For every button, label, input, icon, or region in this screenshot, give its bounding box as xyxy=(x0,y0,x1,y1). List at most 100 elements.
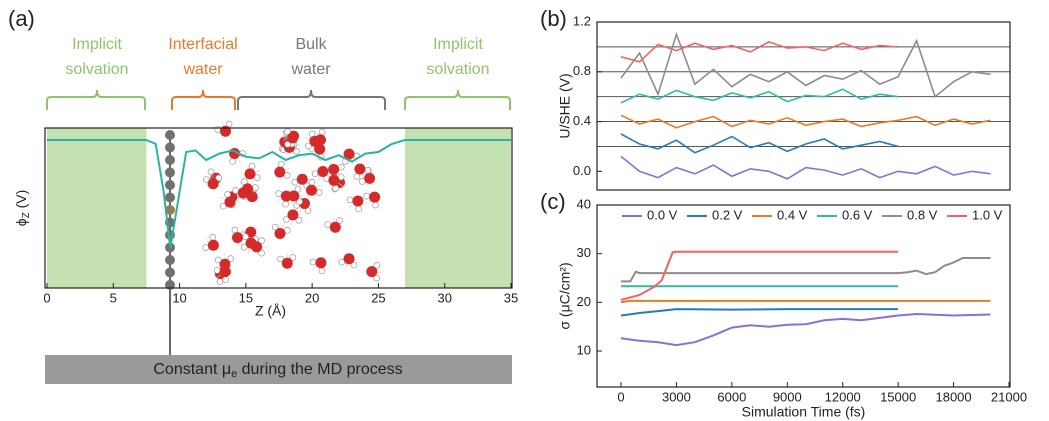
legend-label: 0.6 V xyxy=(842,207,873,222)
oxygen xyxy=(207,178,219,190)
oxygen xyxy=(280,190,292,202)
x-tick-label: 6000 xyxy=(717,389,746,404)
y-tick-label: 40 xyxy=(577,196,591,211)
shaded-region xyxy=(47,128,147,288)
plot-frame xyxy=(44,127,513,289)
hydrogen xyxy=(214,126,222,133)
carbon-atom xyxy=(165,180,175,190)
shaded-region xyxy=(404,128,511,288)
oxygen xyxy=(296,173,308,185)
y-tick-label: 0.0 xyxy=(573,163,591,178)
data-line xyxy=(620,308,899,317)
data-line xyxy=(620,250,899,301)
hydrogen xyxy=(232,187,239,194)
hydrogen xyxy=(363,192,371,200)
x-tick-label: 12000 xyxy=(825,389,861,404)
data-line xyxy=(620,114,991,129)
hydrogen xyxy=(372,201,379,209)
hydrogen xyxy=(305,142,312,150)
hydrogen xyxy=(336,217,343,224)
x-tick-label: 3000 xyxy=(662,389,691,404)
bottom-note: Constant μe during the MD process xyxy=(153,361,402,380)
oxygen xyxy=(315,257,327,269)
legend-label: 0.0 V xyxy=(647,207,678,222)
note-rest: during the MD process xyxy=(237,361,402,378)
y-tick-label: 20 xyxy=(577,294,591,309)
y-tick-label: 0.4 xyxy=(573,113,591,128)
x-tick-label: 35 xyxy=(504,290,518,305)
y-tick-label: 30 xyxy=(577,245,591,260)
carbon-atom xyxy=(165,205,175,215)
data-line xyxy=(47,139,511,249)
oxygen xyxy=(251,241,263,253)
annotation: Bulk xyxy=(295,36,327,53)
x-tick-label: 18000 xyxy=(935,389,971,404)
hydrogen xyxy=(277,160,285,168)
x-axis-label: Simulation Time (fs) xyxy=(742,404,866,420)
x-tick-label: 0 xyxy=(43,290,50,305)
hydrogen xyxy=(214,256,222,264)
data-line xyxy=(620,312,991,347)
x-tick-label: 9000 xyxy=(773,389,802,404)
x-tick-label: 15000 xyxy=(880,389,916,404)
hydrogen xyxy=(350,261,358,269)
bracket xyxy=(171,89,236,110)
hydrogen xyxy=(258,249,265,257)
hydrogen xyxy=(271,223,279,231)
oxygen xyxy=(287,209,299,221)
hydrogen xyxy=(373,262,381,269)
oxygen xyxy=(317,166,329,178)
annotation: Implicit xyxy=(433,36,483,53)
hydrogen xyxy=(216,278,224,285)
x-tick-label: 10 xyxy=(172,290,186,305)
oxygen xyxy=(328,163,340,175)
hydrogen xyxy=(294,185,302,193)
hydrogen xyxy=(219,202,227,210)
hydrogen xyxy=(227,255,234,262)
oxygen xyxy=(274,228,286,240)
hydrogen xyxy=(275,190,283,197)
oxygen xyxy=(305,184,317,196)
hydrogen xyxy=(284,128,291,136)
hydrogen xyxy=(332,184,339,192)
hydrogen xyxy=(318,267,326,275)
md-bar xyxy=(45,355,512,384)
x-tick-label: 25 xyxy=(371,290,385,305)
oxygen xyxy=(366,266,378,278)
y-label-subscript: Z xyxy=(21,212,32,218)
x-tick-label: 0 xyxy=(617,389,624,404)
annotation: water xyxy=(182,61,223,78)
panel-label: (a) xyxy=(8,6,35,31)
oxygen xyxy=(352,195,364,207)
hydrogen xyxy=(295,216,303,224)
carbon-atom xyxy=(165,255,175,265)
oxygen xyxy=(207,239,219,251)
oxygen xyxy=(224,196,236,208)
bracket xyxy=(404,89,511,110)
data-line xyxy=(620,41,899,63)
hydrogen xyxy=(248,162,256,170)
legend-label: 0.2 V xyxy=(712,207,743,222)
hydrogen xyxy=(315,189,323,196)
data-line xyxy=(620,299,991,304)
hydrogen xyxy=(308,178,316,186)
hydrogen xyxy=(209,233,217,241)
oxygen xyxy=(309,135,321,147)
hydrogen xyxy=(240,243,248,251)
carbon-atom xyxy=(165,192,175,203)
carbon-atom xyxy=(165,142,175,153)
x-tick-label: 21000 xyxy=(991,389,1027,404)
oxygen xyxy=(369,191,381,203)
x-tick-label: 5 xyxy=(110,290,117,305)
oxygen xyxy=(328,174,340,186)
annotation: solvation xyxy=(65,61,128,78)
oxygen xyxy=(364,172,376,184)
oxygen xyxy=(242,183,254,195)
legend-label: 0.4 V xyxy=(777,207,808,222)
oxygen xyxy=(219,266,231,278)
oxygen xyxy=(329,221,341,233)
hydrogen xyxy=(346,196,354,204)
panel-label: (b) xyxy=(540,6,567,31)
legend-label: 1.0 V xyxy=(972,207,1003,222)
hydrogen xyxy=(318,128,326,136)
